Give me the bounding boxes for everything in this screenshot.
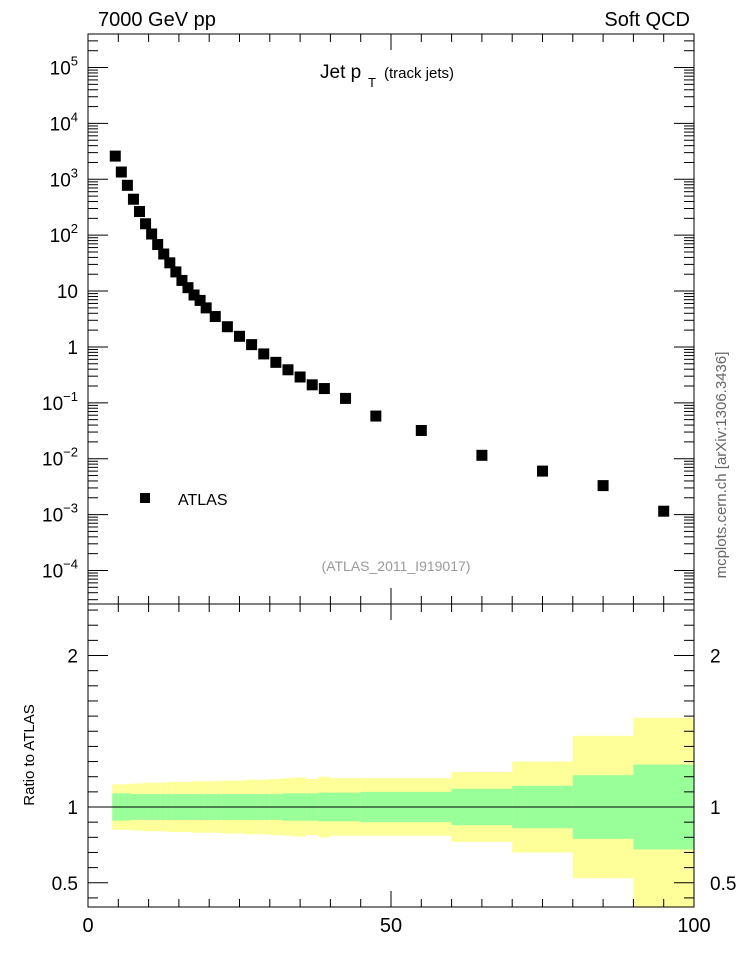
plot-title-subscript: T — [368, 75, 376, 90]
data-point — [209, 311, 221, 323]
data-point — [170, 266, 182, 278]
data-point — [597, 480, 609, 492]
main-x-ticks — [87, 34, 695, 604]
y-tick-label: 105 — [50, 54, 78, 80]
y-tick-label: 103 — [50, 165, 78, 191]
data-point — [158, 248, 170, 260]
ratio-plot-panel: 0.5 0.5 1 1 2 2 0 50 100 Ratio to ATLAS — [21, 603, 736, 937]
y-tick-label: 10−3 — [42, 501, 78, 527]
data-point — [134, 206, 146, 218]
data-point — [176, 274, 188, 286]
data-point — [318, 383, 330, 395]
x-tick-label: 0 — [82, 915, 93, 937]
ratio-x-axis: 0 50 100 — [82, 604, 711, 937]
data-point — [221, 321, 233, 333]
data-point — [270, 356, 282, 368]
data-point — [182, 282, 194, 294]
legend-label: ATLAS — [178, 492, 228, 509]
ratio-y-axis: 0.5 0.5 1 1 2 2 — [52, 609, 736, 899]
x-tick-label: 50 — [380, 915, 402, 937]
ratio-y-tick-label: 0.5 — [52, 874, 78, 895]
data-point — [370, 410, 382, 422]
ratio-y-tick-label-right: 0.5 — [710, 874, 736, 895]
data-point — [140, 218, 152, 230]
header-right: Soft QCD — [604, 9, 690, 31]
plot-title: Jet p — [320, 62, 361, 83]
data-points — [109, 150, 670, 517]
data-point — [164, 257, 176, 269]
y-tick-label: 102 — [50, 221, 78, 247]
data-point — [340, 392, 352, 404]
data-point — [146, 228, 158, 240]
ratio-y-label: Ratio to ATLAS — [21, 704, 38, 805]
y-tick-label: 10−1 — [42, 389, 78, 415]
main-plot-frame — [87, 33, 695, 605]
side-label: mcplots.cern.ch [arXiv:1306.3436] — [713, 352, 730, 579]
ratio-y-tick-label: 1 — [67, 798, 78, 819]
data-point — [258, 348, 270, 360]
header-left: 7000 GeV pp — [98, 9, 216, 31]
data-point — [127, 193, 139, 205]
y-tick-label: 10−2 — [42, 445, 78, 471]
data-point — [658, 505, 670, 517]
y-tick-label: 104 — [50, 109, 78, 135]
data-point — [537, 465, 548, 477]
data-point — [152, 239, 164, 251]
data-point — [294, 371, 306, 383]
data-point — [200, 302, 212, 314]
data-point — [109, 150, 121, 162]
data-point — [115, 166, 127, 178]
data-point — [121, 179, 133, 191]
y-tick-label: 10−4 — [42, 556, 78, 582]
plot-title-main: Jet p — [320, 62, 361, 83]
ratio-uncertainty-bands — [112, 717, 694, 907]
data-point — [415, 424, 427, 436]
ratio-y-tick-label: 2 — [67, 647, 78, 668]
data-point — [188, 289, 200, 301]
y-tick-label: 10 — [57, 282, 78, 303]
x-tick-label: 100 — [677, 915, 710, 937]
data-point — [282, 364, 294, 376]
data-point — [476, 449, 488, 461]
data-point — [306, 379, 318, 391]
analysis-tag: (ATLAS_2011_I919017) — [322, 558, 471, 574]
data-point — [194, 294, 206, 306]
plot-title-suffix: (track jets) — [384, 65, 454, 82]
legend-marker — [140, 493, 150, 503]
ratio-y-tick-label-right: 2 — [710, 647, 721, 668]
data-point — [234, 330, 245, 342]
ratio-y-tick-label-right: 1 — [710, 798, 721, 819]
y-tick-label: 1 — [67, 338, 78, 359]
data-point — [246, 339, 258, 351]
